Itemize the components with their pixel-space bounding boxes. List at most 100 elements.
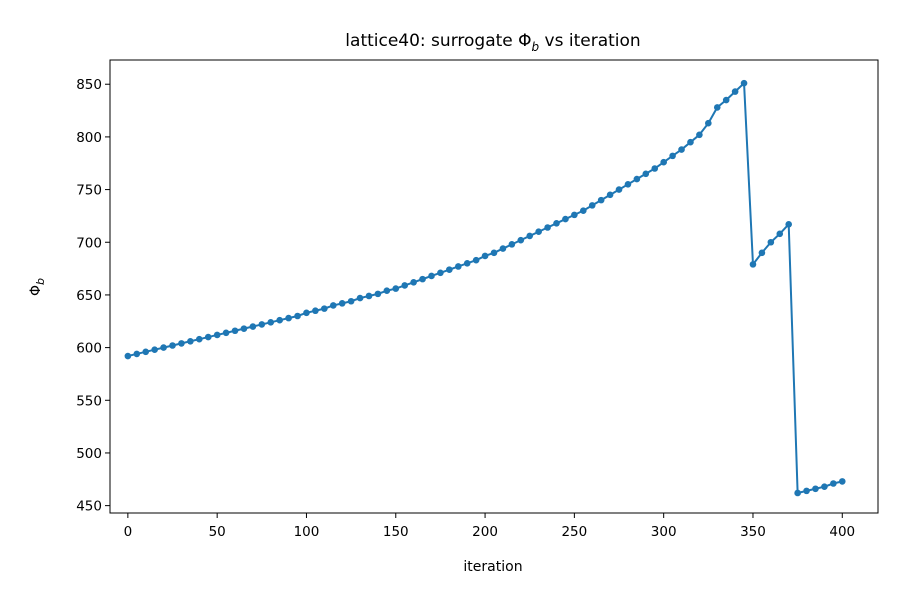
data-point [178,340,185,347]
x-tick-label: 100 [294,524,320,540]
x-axis: 0 50 100 150 200 250 300 350 400 [124,513,855,540]
x-tick-label: 50 [209,524,226,540]
data-point [821,483,828,490]
data-point [687,138,694,146]
data-point [222,329,230,337]
data-point [535,228,542,236]
y-tick-label: 550 [76,393,102,409]
data-point [285,314,292,322]
data-point [517,236,525,244]
data-point [508,241,516,248]
data-point [615,186,623,193]
data-point [312,307,319,315]
data-point [303,309,310,317]
data-point [794,489,801,497]
data-point [151,346,158,354]
plot-frame [109,59,879,514]
data-point [803,487,810,495]
y-axis: 450 500 550 600 650 700 750 800 850 [76,77,110,515]
data-point [401,282,408,289]
data-point [633,175,641,183]
data-point [294,312,301,320]
data-point [169,342,176,349]
data-point [722,96,730,104]
data-point [267,319,275,326]
data-point [696,131,703,139]
y-tick-label: 650 [76,288,102,304]
data-point [231,327,239,335]
data-point [526,232,534,240]
x-tick-label: 0 [124,524,133,540]
data-point [204,333,212,341]
data-point [597,196,605,204]
y-tick-label: 800 [76,130,102,146]
data-point [392,285,400,292]
data-point [347,297,355,305]
data-point [544,224,551,231]
data-point [705,119,712,127]
data-point [258,321,266,328]
y-tick-label: 500 [76,446,102,462]
data-point [374,290,382,298]
data-point [580,207,587,214]
y-axis-label-subscript: b [34,278,47,285]
data-point [133,350,141,358]
chart-title-subscript: b [532,40,540,54]
chart-title: lattice40: surrogate Φb vs iteration [345,31,640,54]
data-point [338,300,346,307]
data-point [249,323,257,330]
data-point [446,266,453,273]
data-point [588,202,596,209]
data-point [240,325,248,332]
data-point [785,221,792,228]
x-tick-label: 400 [829,524,855,540]
data-point [463,260,471,267]
data-point [490,249,498,257]
data-point [472,256,480,264]
x-tick-label: 250 [561,524,587,540]
y-tick-label: 750 [76,183,102,199]
y-axis-label: Φb [28,278,47,296]
data-point [669,152,676,160]
x-tick-label: 200 [472,524,498,540]
data-point [481,252,489,260]
data-point [749,261,757,268]
data-point [767,238,775,246]
data-point [758,249,766,257]
y-tick-label: 450 [76,499,102,515]
data-point [838,478,846,485]
data-point [624,181,632,188]
x-axis-label: iteration [463,559,522,575]
x-tick-label: 300 [651,524,677,540]
data-point [187,337,194,345]
y-tick-label: 600 [76,341,102,357]
data-point [776,230,784,238]
data-point [571,211,578,219]
data-point [651,165,659,172]
data-point [499,245,507,252]
data-point [321,305,328,312]
data-point [329,302,337,309]
data-point [196,335,203,343]
data-point [142,348,150,356]
data-point [731,88,739,95]
x-tick-label: 150 [383,524,409,540]
data-point [437,269,444,277]
data-point [356,294,364,302]
data-point [276,316,283,324]
y-tick-label: 700 [76,235,102,251]
data-point [410,278,417,286]
x-tick-label: 350 [740,524,766,540]
data-point [562,215,569,223]
data-point [713,104,721,111]
data-point [678,146,685,153]
data-point [812,485,819,493]
data-point [213,331,221,339]
y-tick-label: 850 [76,77,102,93]
series-line [127,82,843,494]
data-point [419,275,426,283]
data-point [365,292,373,300]
data-point [642,170,650,178]
data-point [160,344,167,351]
